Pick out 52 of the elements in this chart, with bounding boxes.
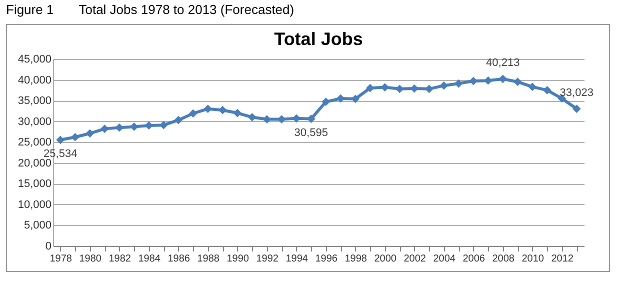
x-tick-label: 2008 bbox=[492, 254, 515, 264]
x-tick-label: 1994 bbox=[286, 254, 308, 264]
y-tick-label: 0 bbox=[45, 240, 52, 252]
data-label: 25,534 bbox=[44, 148, 78, 160]
x-tick-label: 1996 bbox=[315, 254, 338, 264]
x-tick-label: 1982 bbox=[108, 254, 132, 264]
x-tick-label: 2012 bbox=[551, 254, 574, 264]
point bbox=[70, 132, 80, 142]
point bbox=[248, 112, 256, 122]
x-tick-label: 2000 bbox=[374, 254, 397, 264]
point bbox=[498, 74, 508, 84]
data-label: 33,023 bbox=[560, 86, 594, 99]
point bbox=[351, 94, 360, 104]
y-tick-label: 15,000 bbox=[18, 178, 52, 190]
data-label: 30,595 bbox=[294, 126, 328, 139]
point bbox=[233, 108, 242, 118]
y-tick-label: 5,000 bbox=[24, 220, 52, 232]
x-tick-label: 1992 bbox=[256, 254, 279, 264]
point bbox=[322, 98, 330, 106]
y-tick-label: 20,000 bbox=[18, 157, 52, 170]
x-tick-label: 1990 bbox=[226, 254, 250, 264]
x-tick-label: 1980 bbox=[79, 254, 102, 264]
y-tick-label: 25,000 bbox=[18, 136, 52, 149]
x-tick-label: 2004 bbox=[433, 254, 456, 264]
x-tick-label: 1998 bbox=[344, 254, 368, 264]
y-tick-label: 10,000 bbox=[18, 198, 52, 211]
x-tick-label: 1984 bbox=[138, 254, 161, 264]
y-tick-label: 45,000 bbox=[18, 54, 52, 66]
point bbox=[56, 136, 65, 144]
point bbox=[100, 124, 109, 133]
x-tick-label: 1986 bbox=[168, 254, 190, 264]
point bbox=[188, 109, 198, 118]
x-tick-label: 2010 bbox=[522, 254, 544, 264]
x-tick-label: 1988 bbox=[197, 254, 220, 264]
y-tick-label: 30,000 bbox=[18, 116, 52, 128]
point bbox=[528, 82, 537, 92]
y-tick-label: 35,000 bbox=[18, 95, 52, 108]
point bbox=[440, 81, 448, 90]
x-tick-label: 2006 bbox=[462, 254, 486, 264]
chart-subtitle: Total Jobs bbox=[274, 29, 363, 49]
x-tick-label: 2002 bbox=[404, 254, 426, 264]
data-label: 40,213 bbox=[486, 56, 520, 69]
x-tick-label: 1978 bbox=[50, 254, 72, 264]
y-tick-label: 40,000 bbox=[18, 74, 52, 86]
chart-title: Figure 1 Total Jobs 1978 to 2013 (Forecasted) bbox=[6, 2, 294, 17]
point bbox=[572, 104, 581, 113]
point bbox=[542, 86, 552, 94]
point bbox=[366, 84, 374, 92]
point bbox=[513, 78, 522, 86]
point bbox=[86, 129, 94, 138]
point bbox=[336, 94, 345, 103]
point bbox=[174, 116, 183, 124]
